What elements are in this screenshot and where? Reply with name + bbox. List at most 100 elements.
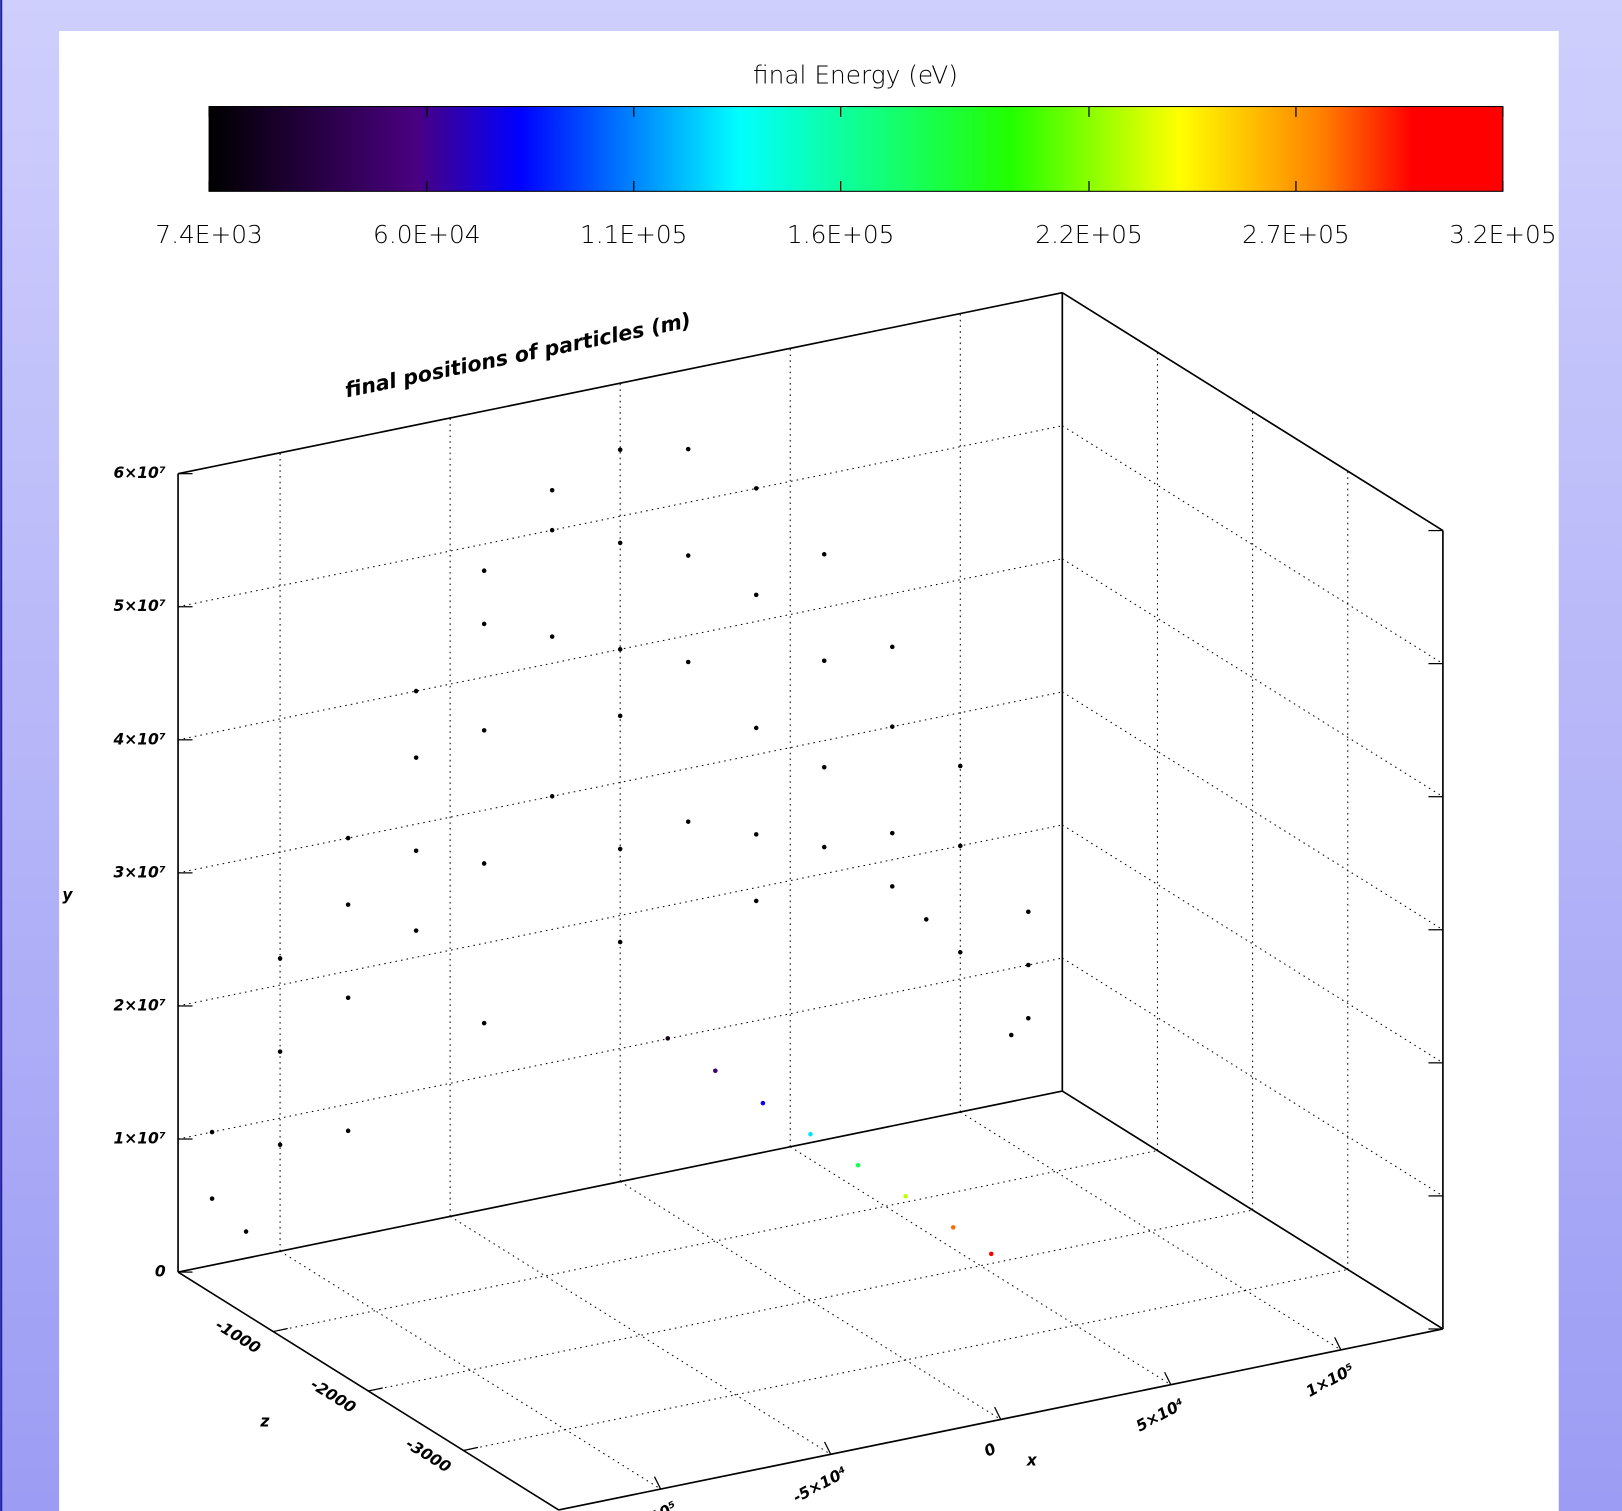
colorbar-tick-label: 2.2E+05: [1035, 220, 1143, 249]
axis-edge: [177, 291, 1063, 475]
colorbar-tick-label: 1.6E+05: [787, 220, 895, 249]
grid-line: [960, 1111, 1342, 1351]
particle: [209, 1129, 215, 1135]
particle: [345, 902, 351, 907]
particle: [685, 553, 691, 558]
grid-line: [279, 1250, 661, 1490]
y-tick-label: 1×10⁷: [114, 1130, 166, 1148]
particle: [481, 568, 487, 573]
particle: [988, 1251, 994, 1257]
particle: [243, 1229, 249, 1234]
particle: [665, 1036, 671, 1041]
particle: [617, 447, 623, 452]
particle: [617, 647, 623, 652]
grid-line: [177, 824, 1063, 1007]
particle: [481, 861, 487, 866]
particle: [753, 898, 759, 904]
particle: [958, 950, 963, 955]
grid-line: [1062, 957, 1444, 1197]
x-tick: [653, 1476, 662, 1490]
particle: [855, 1162, 861, 1168]
colorbar-tick-label: 7.4E+03: [155, 220, 263, 249]
z-tick: [463, 1446, 479, 1452]
colorbar-tick-label: 3.2E+05: [1449, 220, 1557, 249]
x-tick: [994, 1406, 1002, 1420]
particle: [821, 658, 827, 664]
z-axis-label: z: [259, 1413, 270, 1431]
particle: [413, 848, 419, 854]
particle: [685, 659, 691, 665]
particle: [1026, 909, 1031, 915]
particle: [549, 794, 555, 799]
particle: [345, 995, 351, 1001]
particle: [924, 917, 929, 922]
x-tick: [1164, 1371, 1172, 1385]
plot-panel: [59, 31, 1559, 1511]
colorbar-tick-label: 2.7E+05: [1242, 220, 1350, 249]
colorbar-title: final Energy (eV): [753, 61, 958, 90]
particle: [413, 928, 419, 933]
particle: [481, 1020, 487, 1026]
y-axis-label: y: [62, 886, 73, 904]
particle: [413, 688, 419, 694]
particle: [821, 764, 827, 770]
particle: [277, 956, 283, 961]
particle: [481, 728, 487, 733]
particle: [753, 592, 759, 598]
particle: [685, 819, 691, 824]
particle: [345, 1128, 351, 1134]
particle: [549, 487, 555, 493]
colorbar-tick-label: 1.1E+05: [580, 220, 688, 249]
grid-line: [1062, 425, 1444, 665]
particle: [958, 843, 963, 849]
particle: [760, 1100, 766, 1106]
y-tick-label: 2×10⁷: [114, 996, 166, 1014]
y-tick-label: 5×10⁷: [114, 597, 166, 615]
particle: [549, 527, 555, 533]
particle: [685, 446, 691, 452]
particle: [753, 725, 759, 731]
grid-line: [368, 1209, 1253, 1392]
axis-edge: [177, 1090, 1063, 1273]
particle: [903, 1194, 908, 1199]
grid-line: [619, 1181, 1002, 1420]
particle: [345, 835, 351, 841]
page-border: [0, 0, 3, 1511]
y-tick-label: 3×10⁷: [114, 863, 166, 881]
y-tick-label: 6×10⁷: [114, 464, 166, 482]
axis-edge: [1061, 1090, 1444, 1330]
particle: [821, 552, 827, 557]
particle: [617, 540, 623, 546]
x-tick: [1334, 1337, 1342, 1351]
particle: [753, 832, 759, 837]
particle: [617, 939, 623, 945]
particle: [277, 1049, 283, 1054]
grid-line: [463, 1269, 1348, 1452]
particle: [277, 1142, 283, 1148]
grid-line: [1062, 691, 1444, 931]
colorbar-tick-label: 6.0E+04: [373, 220, 481, 249]
grid-line: [177, 558, 1063, 741]
particle: [958, 763, 963, 769]
grid-line: [177, 691, 1063, 874]
x-tick: [823, 1441, 832, 1455]
grid-line: [177, 425, 1063, 608]
particle: [889, 830, 895, 836]
particle: [713, 1068, 718, 1074]
grid-line: [1062, 558, 1444, 798]
grid-line: [273, 1150, 1158, 1333]
particle: [481, 621, 487, 627]
y-tick-label: 0: [155, 1263, 166, 1281]
colorbar: [208, 106, 1504, 192]
z-tick: [368, 1387, 383, 1392]
grid-line: [177, 957, 1063, 1140]
grid-line: [449, 1215, 832, 1455]
particle: [413, 755, 419, 760]
particle: [889, 884, 895, 889]
particle: [617, 846, 623, 852]
particle: [1009, 1032, 1014, 1038]
particle: [889, 724, 895, 729]
z-tick: [273, 1327, 288, 1333]
